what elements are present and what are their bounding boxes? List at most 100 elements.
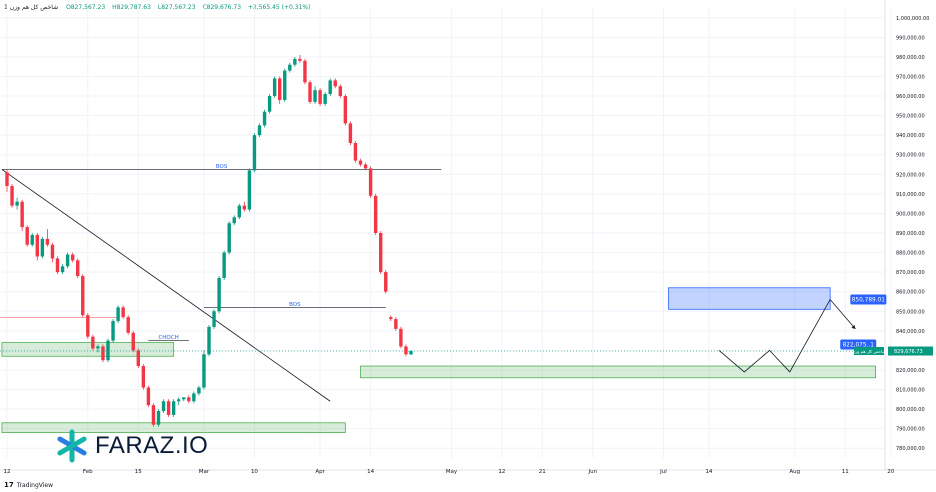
candle[interactable] [20, 201, 24, 228]
candle[interactable] [15, 201, 19, 206]
candle[interactable] [288, 64, 292, 71]
candle[interactable] [146, 387, 151, 406]
candle[interactable] [237, 205, 241, 218]
candle[interactable] [45, 238, 50, 245]
trendline[interactable] [1, 169, 331, 402]
candle[interactable] [25, 227, 29, 245]
candle[interactable] [111, 321, 115, 341]
candle[interactable] [70, 254, 75, 261]
candle[interactable] [227, 223, 231, 253]
candle[interactable] [101, 346, 105, 361]
candle[interactable] [267, 96, 272, 112]
candle[interactable] [328, 80, 332, 95]
projection-arrowhead [851, 324, 856, 329]
candle[interactable] [96, 346, 100, 349]
candle[interactable] [262, 111, 267, 126]
zone-demand-3[interactable] [1, 422, 346, 433]
candle[interactable] [278, 78, 282, 100]
candle[interactable] [55, 258, 60, 273]
candle[interactable] [379, 233, 383, 273]
tradingview-credit[interactable]: 17 TradingView [4, 481, 53, 489]
candle[interactable] [283, 70, 287, 100]
candle[interactable] [247, 170, 252, 210]
candle[interactable] [197, 387, 201, 394]
y-tick-label: 960,000.00 [896, 94, 925, 100]
candle[interactable] [161, 401, 166, 412]
candle[interactable] [86, 315, 90, 337]
candle[interactable] [353, 143, 358, 161]
candle[interactable] [333, 80, 337, 87]
candle[interactable] [50, 244, 55, 259]
y-tick-label: 890,000.00 [896, 231, 925, 237]
candle[interactable] [35, 234, 39, 257]
candle[interactable] [166, 401, 171, 415]
candle[interactable] [10, 186, 14, 206]
candle[interactable] [60, 266, 65, 273]
y-tick-label: 790,000.00 [896, 427, 925, 433]
candle[interactable] [242, 205, 247, 210]
x-tick-label: 12 [498, 469, 505, 475]
y-tick-label: 910,000.00 [896, 192, 925, 198]
candle[interactable] [76, 260, 80, 277]
candle[interactable] [116, 307, 120, 322]
candle[interactable] [338, 86, 342, 97]
candle[interactable] [151, 405, 156, 425]
candle[interactable] [394, 319, 398, 329]
candle[interactable] [202, 354, 206, 388]
candle[interactable] [348, 123, 353, 143]
symbol-tag-text: شاخص کل هم وزن [852, 349, 886, 354]
candle[interactable] [257, 125, 262, 136]
zone-demand-2[interactable] [1, 342, 175, 357]
candle[interactable] [293, 58, 297, 65]
candle[interactable] [298, 58, 302, 61]
candle[interactable] [126, 317, 130, 333]
candle[interactable] [384, 272, 388, 292]
candle[interactable] [121, 307, 125, 318]
candle[interactable] [303, 60, 307, 83]
candle[interactable] [40, 238, 45, 257]
candle[interactable] [404, 346, 408, 355]
candle[interactable] [131, 332, 135, 351]
candle[interactable] [363, 164, 368, 169]
candle[interactable] [141, 366, 146, 388]
zone-supply[interactable] [668, 287, 831, 310]
candle[interactable] [217, 278, 221, 312]
projection-path[interactable] [718, 298, 856, 373]
candle[interactable] [30, 234, 34, 245]
candle[interactable] [323, 94, 327, 104]
candle[interactable] [252, 135, 257, 171]
candle[interactable] [171, 401, 176, 415]
candle[interactable] [318, 90, 322, 104]
candle[interactable] [212, 311, 216, 327]
candle[interactable] [207, 326, 211, 355]
candle[interactable] [182, 397, 186, 400]
candle[interactable] [187, 397, 191, 402]
candle[interactable] [358, 160, 363, 165]
candle[interactable] [343, 96, 348, 124]
candle[interactable] [409, 350, 413, 355]
zone-demand-1[interactable] [360, 365, 876, 379]
candle[interactable] [222, 252, 226, 278]
candle[interactable] [81, 276, 85, 316]
candle[interactable] [106, 340, 110, 361]
candle[interactable] [5, 172, 9, 187]
candle[interactable] [313, 90, 317, 102]
asterisk-logo-icon [57, 429, 87, 463]
candle[interactable] [177, 399, 181, 402]
candle[interactable] [192, 393, 196, 402]
candle[interactable] [308, 82, 312, 102]
candle[interactable] [368, 168, 373, 196]
y-tick-label: 990,000.00 [896, 35, 925, 41]
candle[interactable] [399, 328, 403, 347]
candle[interactable] [136, 350, 140, 367]
candle[interactable] [91, 336, 95, 349]
candle[interactable] [272, 78, 277, 97]
candle[interactable] [389, 317, 393, 320]
candle[interactable] [156, 411, 161, 425]
y-tick-label: 850,000.00 [896, 309, 925, 315]
candle[interactable] [65, 254, 70, 267]
candle[interactable] [373, 195, 378, 233]
candle[interactable] [232, 217, 236, 224]
x-tick-label: 12 [4, 469, 11, 475]
